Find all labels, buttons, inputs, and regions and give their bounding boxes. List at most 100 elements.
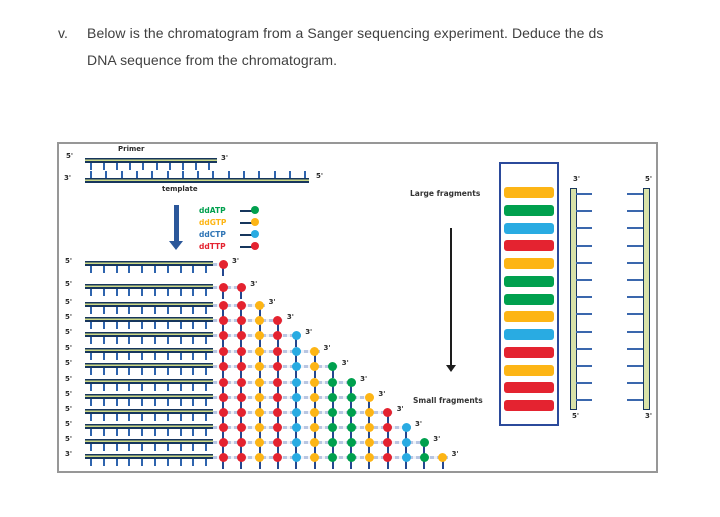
legend-ddntp-label: ddGTP [199, 218, 227, 227]
base-pair-tick [102, 266, 105, 273]
ddntp-dot-icon [383, 423, 393, 432]
base-pair-tick [627, 210, 643, 213]
gel-band [504, 400, 554, 411]
ddntp-dot-icon [273, 316, 283, 325]
base-pair-tick [102, 307, 105, 314]
ddntp-dot-icon [255, 408, 265, 417]
base-pair-tick [154, 444, 156, 451]
base-pair-tick [115, 266, 118, 273]
fragment-left-end-label: 5' [65, 359, 73, 367]
ddntp-dot-icon [218, 316, 228, 325]
base-pair-tick [192, 444, 195, 451]
ddntp-dot-icon [291, 438, 301, 447]
backbone-connector [213, 350, 320, 353]
base-pair-tick [154, 307, 156, 314]
base-pair-tick [304, 171, 307, 178]
nucleotide-tick [313, 401, 316, 409]
ddntp-dot-icon [255, 301, 265, 310]
base-pair-tick [179, 266, 182, 273]
ddntp-dot-icon [273, 438, 283, 447]
ddntp-dot-icon [346, 393, 356, 402]
nucleotide-tick [258, 401, 261, 409]
fragment-primer-bar [85, 454, 213, 459]
backbone-connector [213, 411, 393, 414]
ddntp-dot-icon [401, 438, 411, 447]
nucleotide-tick [258, 461, 261, 469]
fragment-left-end-label: 5' [65, 257, 73, 265]
ddntp-dot-icon [310, 378, 319, 387]
ddntp-dot-icon [236, 347, 246, 356]
nucleotide-tick [258, 370, 261, 378]
fragment-primer-bar [85, 284, 213, 289]
base-pair-tick [102, 384, 105, 391]
nucleotide-tick [222, 309, 224, 317]
nucleotide-tick [331, 446, 334, 454]
ddntp-dot-icon [236, 378, 246, 387]
base-pair-tick [115, 307, 118, 314]
base-pair-tick [166, 399, 169, 406]
nucleotide-tick [276, 355, 279, 363]
base-pair-tick [576, 244, 592, 247]
ddntp-dot-icon [310, 347, 319, 356]
ddntp-dot-icon [236, 316, 246, 325]
backbone-connector [213, 381, 357, 384]
base-pair-tick [197, 171, 200, 178]
base-pair-tick [192, 399, 195, 406]
base-pair-tick [179, 353, 182, 360]
fragment-left-end-label: 5' [65, 375, 73, 383]
base-pair-tick [115, 322, 118, 329]
synthesis-arrow-head [169, 241, 183, 250]
fragment-left-end-label: 5' [65, 344, 73, 352]
base-pair-tick [576, 313, 592, 316]
fragment-left-end-label: 5' [65, 390, 73, 398]
nucleotide-tick [368, 431, 371, 439]
base-pair-tick [166, 322, 169, 329]
legend-ddntp-label: ddTTP [199, 242, 226, 251]
base-pair-tick [141, 266, 144, 273]
base-pair-tick [141, 337, 144, 344]
ddntp-dot-icon [251, 206, 259, 214]
fragment-left-end-label: 5' [65, 420, 73, 428]
nucleotide-tick [295, 416, 298, 424]
base-pair-tick [120, 171, 123, 178]
base-pair-tick [179, 337, 182, 344]
nucleotide-tick [258, 386, 261, 394]
ddntp-dot-icon [346, 438, 356, 447]
ddntp-dot-icon [255, 438, 265, 447]
fragment-right-end-label: 3' [415, 420, 423, 428]
base-pair-tick [192, 459, 195, 466]
nucleotide-tick [331, 386, 334, 394]
nucleotide-tick [276, 401, 279, 409]
template-5prime-label: 5' [316, 172, 324, 180]
fragment-left-end-label: 3' [65, 450, 73, 458]
nucleotide-tick [350, 401, 353, 409]
ddntp-dot-icon [401, 423, 411, 432]
nucleotide-tick [222, 416, 224, 424]
fragment-right-end-label: 3' [286, 313, 294, 321]
base-pair-tick [166, 353, 169, 360]
ddntp-dot-icon [383, 453, 393, 462]
ddntp-dot-icon [310, 453, 319, 462]
ddntp-dot-icon [364, 408, 374, 417]
base-pair-tick [576, 279, 592, 281]
base-pair-tick [227, 171, 230, 178]
nucleotide-tick [276, 339, 279, 347]
nucleotide-tick [313, 416, 316, 424]
gel-direction-arrow-head [446, 365, 456, 372]
nucleotide-tick [222, 339, 224, 347]
nucleotide-tick [441, 461, 444, 469]
base-pair-tick [205, 337, 208, 344]
nucleotide-tick [276, 370, 279, 378]
ddntp-dot-icon [236, 438, 246, 447]
nucleotide-tick [222, 291, 224, 299]
ddntp-dot-icon [328, 362, 338, 371]
nucleotide-tick [386, 431, 389, 439]
base-pair-tick [627, 193, 643, 195]
base-pair-tick [192, 289, 195, 296]
base-pair-tick [128, 353, 131, 360]
gel-band [504, 382, 554, 394]
base-pair-tick [102, 322, 105, 329]
ddntp-dot-icon [218, 347, 228, 356]
base-pair-tick [576, 399, 592, 402]
base-pair-tick [179, 384, 182, 391]
